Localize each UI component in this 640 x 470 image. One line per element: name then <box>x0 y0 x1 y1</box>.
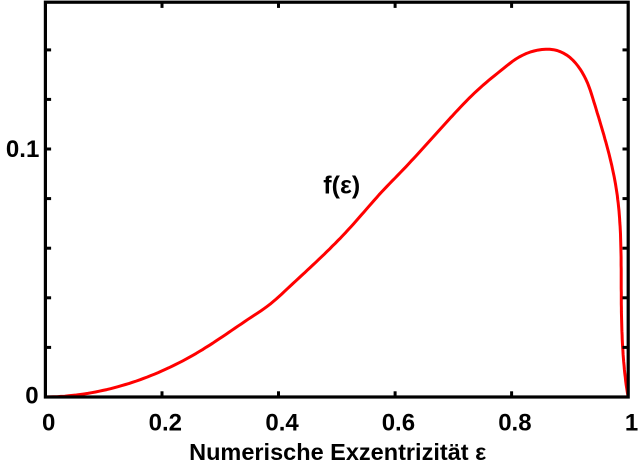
svg-text:f(ε): f(ε) <box>323 171 360 199</box>
svg-text:0: 0 <box>25 383 38 410</box>
svg-text:0.2: 0.2 <box>149 409 182 436</box>
svg-text:0.6: 0.6 <box>382 409 415 436</box>
svg-text:0: 0 <box>42 409 55 436</box>
svg-text:0.4: 0.4 <box>265 409 299 436</box>
svg-text:0.8: 0.8 <box>498 409 531 436</box>
svg-text:0.1: 0.1 <box>6 136 39 163</box>
svg-text:1: 1 <box>625 409 638 436</box>
svg-text:Numerische Exzentrizität ε: Numerische Exzentrizität ε <box>189 439 486 465</box>
